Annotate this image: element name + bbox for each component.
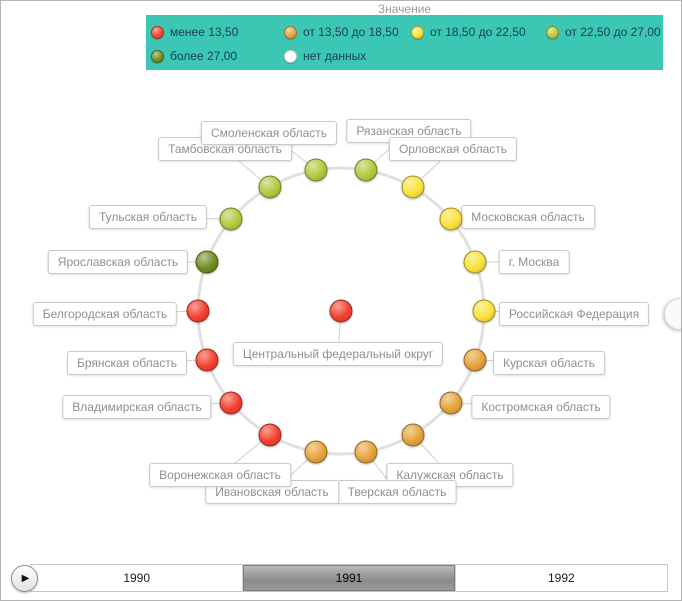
legend-dot-icon: [151, 49, 164, 63]
region-node[interactable]: [219, 391, 243, 415]
center-region-label[interactable]: Центральный федеральный округ: [232, 342, 444, 366]
region-label[interactable]: Брянская область: [67, 351, 187, 375]
region-node[interactable]: [258, 423, 281, 447]
region-label[interactable]: Орловская область: [388, 137, 518, 161]
region-node[interactable]: [354, 158, 378, 182]
region-label[interactable]: Российская Федерация: [498, 302, 650, 326]
region-node[interactable]: [401, 175, 424, 199]
region-label[interactable]: Тверская область: [337, 480, 457, 504]
region-node[interactable]: [354, 440, 378, 464]
region-label[interactable]: Смоленская область: [200, 121, 338, 145]
region-node[interactable]: [195, 348, 219, 372]
region-label[interactable]: Белгородская область: [32, 302, 178, 326]
year-cell-1992[interactable]: 1992: [547, 571, 575, 585]
legend-label: нет данных: [303, 49, 367, 63]
region-node[interactable]: [195, 250, 219, 274]
region-label[interactable]: Московская область: [461, 205, 595, 229]
legend-label: от 18,50 до 22,50: [430, 25, 526, 39]
legend-dot-icon: [546, 25, 559, 39]
year-cell-1990[interactable]: 1990: [31, 565, 244, 591]
legend-label: от 13,50 до 18,50: [303, 25, 399, 39]
play-icon: ▶: [21, 573, 30, 584]
year-cell-1991[interactable]: 1991: [243, 565, 456, 591]
legend-dot-icon: [151, 25, 164, 39]
region-label[interactable]: Ярославская область: [47, 250, 189, 274]
legend-dot-icon: [284, 49, 297, 63]
play-button[interactable]: ▶: [11, 565, 38, 592]
region-node[interactable]: [472, 299, 496, 323]
legend-item[interactable]: нет данных: [284, 44, 411, 68]
timeline-track[interactable]: 1990 1991 1992: [30, 564, 668, 592]
legend-item[interactable]: от 22,50 до 27,00: [546, 20, 663, 44]
legend-label: менее 13,50: [170, 25, 239, 39]
region-node[interactable]: [439, 207, 463, 231]
region-label[interactable]: Курская область: [493, 351, 605, 375]
legend-item[interactable]: от 13,50 до 18,50: [284, 20, 411, 44]
region-label[interactable]: Тульская область: [88, 205, 208, 229]
region-label[interactable]: Воронежская область: [149, 463, 291, 487]
legend-title: Значение: [377, 2, 432, 16]
center-region-node[interactable]: [329, 299, 353, 323]
legend-item[interactable]: от 18,50 до 22,50: [411, 20, 546, 44]
region-label[interactable]: Костромская область: [471, 395, 611, 419]
legend: менее 13,50 от 13,50 до 18,50 от 18,50 до …: [146, 15, 663, 70]
region-node[interactable]: [304, 440, 328, 464]
region-label[interactable]: г. Москва: [498, 250, 570, 274]
legend-label: от 22,50 до 27,00: [565, 25, 661, 39]
region-node[interactable]: [401, 423, 424, 447]
region-node[interactable]: [304, 158, 328, 182]
legend-dot-icon: [284, 25, 297, 39]
region-node[interactable]: [439, 391, 463, 415]
legend-item[interactable]: менее 13,50: [151, 20, 284, 44]
region-node[interactable]: [463, 250, 487, 274]
region-node[interactable]: [463, 348, 487, 372]
region-label[interactable]: Владимирская область: [62, 395, 212, 419]
region-node[interactable]: [219, 207, 243, 231]
legend-item[interactable]: более 27,00: [151, 44, 284, 68]
region-node[interactable]: [186, 299, 210, 323]
legend-label: более 27,00: [170, 49, 237, 63]
region-node[interactable]: [258, 175, 281, 199]
legend-dot-icon: [411, 25, 424, 39]
